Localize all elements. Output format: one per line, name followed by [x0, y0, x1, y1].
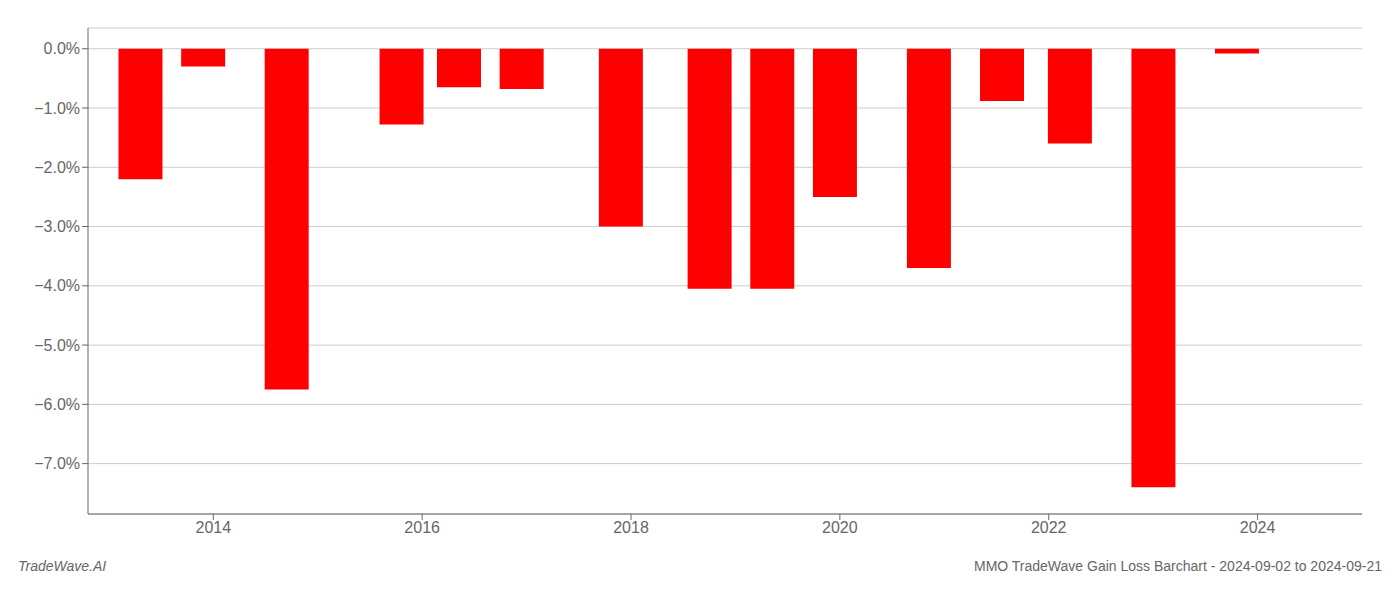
svg-text:2014: 2014 [196, 519, 232, 536]
html-text:MMO TradeWave Gain Loss Barcha: MMO TradeWave Gain Loss Barchart - 2024-… [974, 558, 1382, 574]
svg-text:2016: 2016 [404, 519, 440, 536]
svg-text:−3.0%: −3.0% [34, 218, 80, 235]
svg-text:−5.0%: −5.0% [34, 337, 80, 354]
svg-text:−1.0%: −1.0% [34, 100, 80, 117]
html-text:TradeWave.AI: TradeWave.AI [18, 558, 107, 574]
svg-text:−2.0%: −2.0% [34, 159, 80, 176]
svg-text:−6.0%: −6.0% [34, 396, 80, 413]
svg-text:−7.0%: −7.0% [34, 455, 80, 472]
svg-text:2020: 2020 [822, 519, 858, 536]
svg-text:0.0%: 0.0% [44, 40, 80, 57]
svg-text:2022: 2022 [1031, 519, 1067, 536]
svg-text:2018: 2018 [613, 519, 649, 536]
svg-text:2024: 2024 [1240, 519, 1276, 536]
svg-text:−4.0%: −4.0% [34, 277, 80, 294]
